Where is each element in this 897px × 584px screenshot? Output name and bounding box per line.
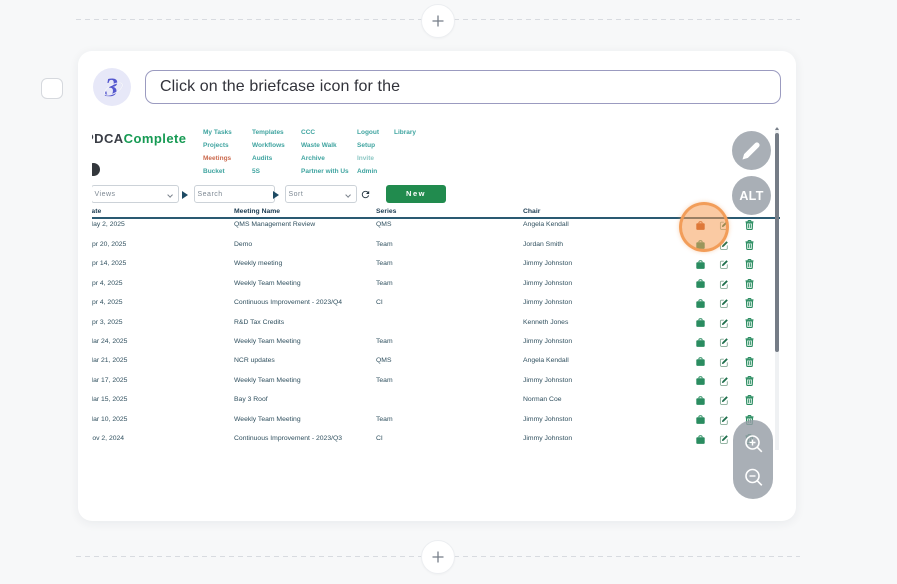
- svg-text:3: 3: [104, 73, 118, 102]
